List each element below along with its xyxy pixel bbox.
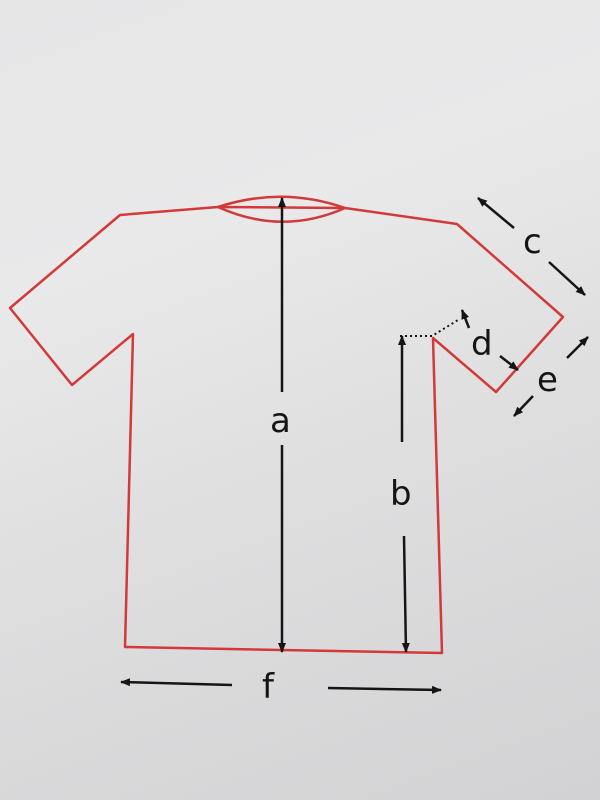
arrow-d-top	[460, 309, 471, 329]
arrow-c-right	[548, 261, 586, 296]
arrow-f-right	[327, 685, 442, 694]
arrow-d-bottom	[499, 355, 519, 371]
measurement-f: f	[120, 667, 442, 707]
arrow-e-top	[566, 336, 589, 359]
label-c: c	[523, 222, 542, 262]
label-d: d	[471, 324, 493, 364]
label-a: a	[270, 401, 291, 441]
arrow-b-bottom	[401, 535, 410, 653]
dotted-guide-d	[400, 319, 459, 337]
measurement-c: c	[477, 197, 586, 296]
neckline	[214, 195, 349, 223]
label-e: e	[537, 360, 558, 400]
measurement-d: d	[400, 309, 519, 371]
measurement-e: e	[513, 336, 589, 417]
measurement-b: b	[390, 335, 412, 653]
arrow-e-bottom	[513, 395, 534, 417]
arrow-c-left	[477, 197, 515, 229]
arrow-f-left	[120, 678, 233, 687]
label-f: f	[262, 667, 275, 707]
measurement-a: a	[270, 197, 291, 653]
label-b: b	[390, 474, 412, 514]
